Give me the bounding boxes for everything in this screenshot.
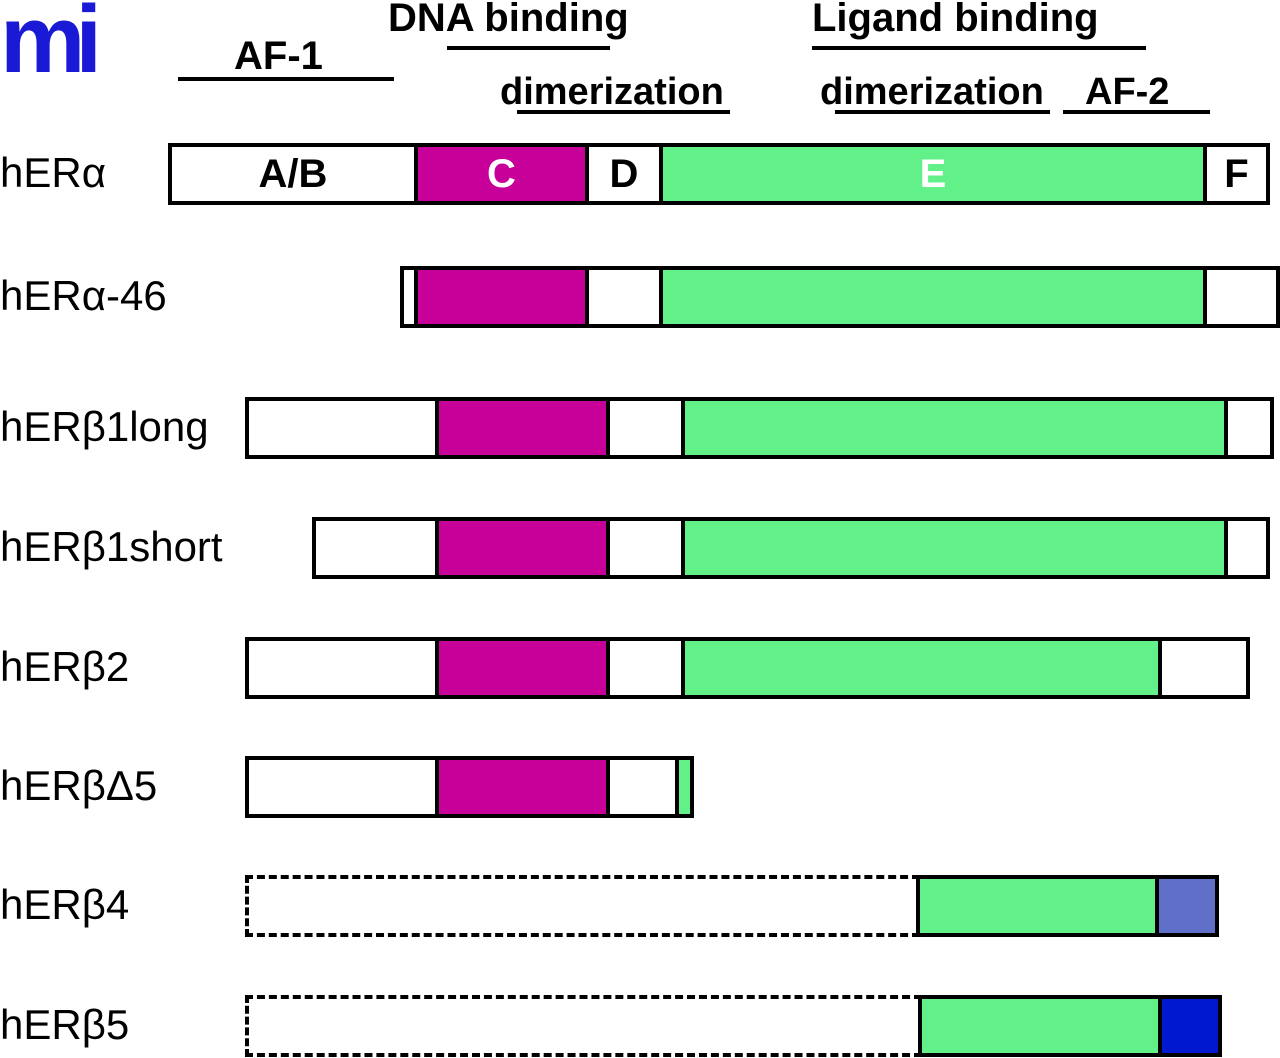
ligand-binding-domain: [659, 266, 1207, 328]
dimerization-label-2: dimerization: [820, 71, 1044, 113]
dimerization-underline-2: [835, 110, 1050, 114]
dna-binding-domain: [435, 756, 610, 818]
dimerization-underline-1: [517, 110, 730, 114]
ligand-binding-domain: [681, 637, 1162, 699]
isoform-label: hERβ2: [0, 643, 130, 690]
isoform-label: hERβ5: [0, 1001, 130, 1048]
unstructured-domain: [312, 517, 439, 579]
unstructured-domain: [245, 756, 439, 818]
ligand-binding-domain: [681, 397, 1228, 459]
isoform-label: hERα-46: [0, 272, 167, 319]
unstructured-domain: [1224, 517, 1270, 579]
dimerization-label-1: dimerization: [500, 71, 724, 113]
ligand-binding-domain: [681, 517, 1228, 579]
af1-underline: [178, 77, 394, 81]
ligand-binding-domain: [675, 756, 694, 818]
unstructured-domain: [606, 637, 685, 699]
missing-region: [245, 875, 920, 937]
dna-binding-label: DNA binding: [388, 0, 629, 40]
isoform-label: hERβΔ5: [0, 762, 158, 809]
af2-label: AF-2: [1085, 71, 1170, 113]
unique-c-terminus: [1155, 875, 1219, 937]
ligand-binding-label: Ligand binding: [812, 0, 1099, 40]
dna-binding-underline: [447, 46, 610, 50]
isoform-label: hERβ4: [0, 881, 130, 928]
logo: mi: [0, 0, 102, 93]
unstructured-domain: [606, 517, 685, 579]
dna-binding-domain: [435, 517, 610, 579]
unstructured-domain: [606, 756, 679, 818]
isoform-label: hERβ1long: [0, 403, 209, 450]
unstructured-domain: [606, 397, 685, 459]
unstructured-domain: [1158, 637, 1250, 699]
unstructured-domain: [245, 397, 439, 459]
isoform-label: hERα: [0, 149, 106, 196]
af2-underline: [1063, 110, 1210, 114]
ligand-binding-domain: E: [659, 143, 1207, 205]
af1-label: AF-1: [234, 34, 323, 78]
unstructured-domain: [585, 266, 663, 328]
missing-region: [245, 995, 922, 1057]
dna-binding-domain: [435, 637, 610, 699]
ligand-binding-underline: [812, 46, 1146, 50]
ligand-binding-domain: [918, 995, 1162, 1057]
unstructured-domain: D: [585, 143, 663, 205]
ligand-binding-domain: [916, 875, 1159, 937]
unstructured-domain: [1224, 397, 1274, 459]
unstructured-domain: [245, 637, 439, 699]
unstructured-domain: F: [1203, 143, 1270, 205]
dna-binding-domain: C: [414, 143, 589, 205]
dna-binding-domain: [435, 397, 610, 459]
unique-c-terminus: [1158, 995, 1222, 1057]
dna-binding-domain: [414, 266, 589, 328]
unstructured-domain: [1203, 266, 1280, 328]
unstructured-domain: A/B: [168, 143, 418, 205]
isoform-label: hERβ1short: [0, 523, 223, 570]
